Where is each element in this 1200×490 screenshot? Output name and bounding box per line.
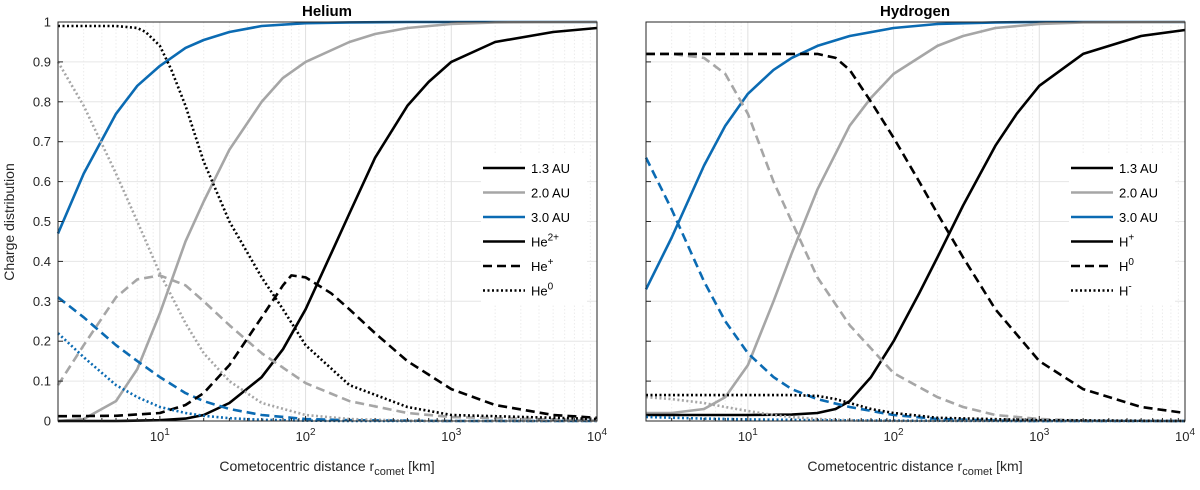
x-tick-label: 104	[1175, 427, 1195, 444]
panel-helium: 101 102 103 104 0 0.1 0.2 0.3 0.4 0.5 0.6 0.7 0.8 0.9…	[1, 3, 607, 478]
x-tick-label: 101	[150, 427, 170, 444]
series-line-h0-2-0-au	[646, 52, 1186, 423]
y-tick-label: 0.3	[33, 294, 51, 309]
x-tick-label: 104	[587, 427, 607, 444]
legend-label: H0	[1119, 257, 1134, 274]
y-tick-label: 0.7	[33, 134, 51, 149]
x-tick-label: 102	[296, 427, 316, 444]
legend-helium: 1.3 AU 2.0 AU 3.0 AU He2+ He+ He0	[481, 154, 587, 304]
legend-label: 3.0 AU	[1119, 210, 1158, 225]
legend-label: He0	[531, 282, 554, 299]
legend-hydrogen: 1.3 AU 2.0 AU 3.0 AU H+ H0 H-	[1069, 154, 1175, 304]
y-tick-label: 0.9	[33, 54, 51, 69]
legend-label: He+	[531, 257, 554, 274]
chart-title-helium: Helium	[302, 3, 352, 20]
x-axis-label-hydrogen: Cometocentric distance rcomet [km]	[807, 458, 1022, 478]
y-tick-label: 0.4	[33, 254, 51, 269]
x-tick-label: 102	[884, 427, 904, 444]
x-tick-label: 101	[738, 427, 758, 444]
x-axis-label-helium-sub: comet	[374, 466, 404, 478]
series-line-he0-3-0-au	[57, 332, 597, 423]
y-tick-label: 0.8	[33, 94, 51, 109]
x-tick-label: 103	[1029, 427, 1049, 444]
legend-label: 2.0 AU	[531, 186, 570, 201]
legend-label: H-	[1119, 282, 1132, 299]
series-line-he-2-0-au	[56, 274, 598, 422]
series-line-h-1-3-au	[646, 28, 1186, 417]
legend-label: 2.0 AU	[1119, 186, 1158, 201]
series-line-he0-2-0-au	[56, 61, 597, 423]
grid-helium	[58, 22, 597, 421]
series-line-he0-1-3-au	[58, 24, 598, 421]
series-line-h0-1-3-au	[646, 52, 1186, 415]
y-tick-label: 0.2	[33, 334, 51, 349]
legend-label: H+	[1119, 233, 1134, 250]
x-axis-label-hydrogen-main: Cometocentric distance r	[807, 458, 962, 474]
series-line-h-2-0-au	[646, 20, 1186, 415]
x-axis-label-hydrogen-unit: [km]	[996, 458, 1022, 474]
x-axis-label-helium-unit: [km]	[408, 458, 434, 474]
ticks-hydrogen: 101 102 103 104	[646, 21, 1195, 444]
series-line-h0-3-0-au	[644, 157, 1185, 423]
y-tick-label: 0.1	[33, 374, 51, 389]
ticks-helium: 101 102 103 104 0 0.1 0.2 0.3 0.4 0.5 0.6 0.7 0.8 0.9…	[33, 15, 608, 445]
legend-label: He2+	[531, 233, 559, 250]
panel-hydrogen: 101 102 103 104 Hydrogen Cometocentric dist…	[644, 3, 1195, 478]
legend-background	[1069, 154, 1175, 304]
y-tick-label: 1	[44, 15, 51, 30]
y-tick-label: 0.5	[33, 214, 51, 229]
legend-label: 1.3 AU	[1119, 161, 1158, 176]
y-axis-label: Charge distribution	[1, 163, 17, 281]
series-line-h-1-3-au	[646, 393, 1186, 423]
x-axis-label-helium: Cometocentric distance rcomet [km]	[219, 458, 434, 478]
y-tick-label: 0	[44, 414, 51, 429]
x-axis-label-helium-main: Cometocentric distance r	[219, 458, 374, 474]
legend-label: 1.3 AU	[531, 161, 570, 176]
chart-title-hydrogen: Hydrogen	[880, 3, 950, 20]
legend-label: 3.0 AU	[531, 210, 570, 225]
legend-background	[481, 154, 587, 304]
series-line-he2-2-0-au	[57, 20, 598, 423]
x-axis-label-hydrogen-sub: comet	[962, 466, 992, 478]
x-tick-label: 103	[441, 427, 461, 444]
series-line-he2-1-3-au	[58, 26, 598, 423]
y-tick-label: 0.6	[33, 174, 51, 189]
series-line-h-3-0-au	[644, 20, 1185, 290]
